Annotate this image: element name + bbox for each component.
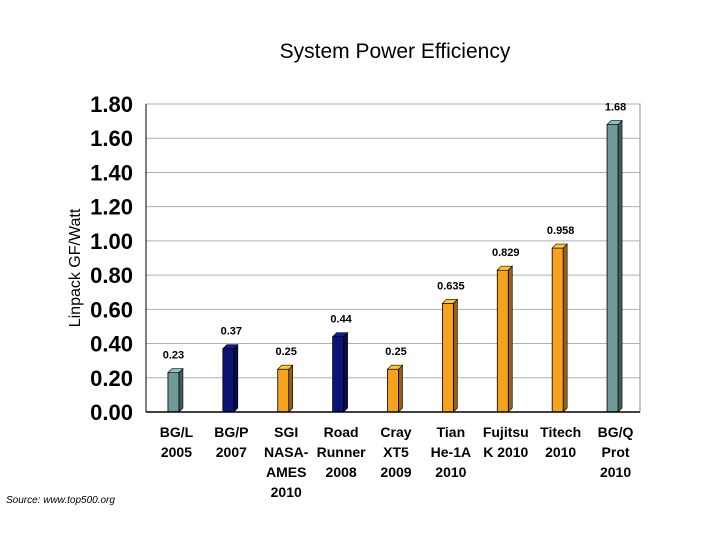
bar-top — [276, 364, 294, 370]
bar — [441, 298, 459, 413]
bar — [167, 367, 184, 413]
bar-side — [288, 364, 294, 413]
bar-front — [222, 348, 235, 413]
bar-top — [331, 332, 349, 338]
bar-side — [453, 298, 458, 413]
y-tick-label: 1.00 — [90, 229, 133, 254]
y-tick-label: 1.60 — [90, 126, 133, 151]
bar — [276, 364, 294, 413]
bar-side — [178, 367, 184, 413]
bar-side — [507, 265, 513, 413]
bar-top — [222, 344, 239, 349]
bar-front — [441, 302, 454, 413]
bar-front — [606, 124, 619, 413]
bar-side — [562, 243, 568, 413]
y-tick-label: 1.80 — [90, 92, 133, 117]
data-label: 0.829 — [492, 247, 520, 259]
bar-side — [233, 343, 239, 413]
x-tick-label: Titech 2010 — [540, 424, 581, 460]
x-tick-label: BG/L 2005 — [160, 424, 194, 460]
data-label: 0.23 — [163, 350, 184, 362]
x-tick-label: Road Runner 2008 — [317, 424, 367, 480]
bar — [386, 364, 404, 413]
bar-front — [332, 336, 345, 413]
bar-front — [277, 368, 290, 413]
y-tick-label: 0.40 — [90, 332, 133, 357]
data-label: 0.37 — [221, 326, 242, 338]
bar-front — [387, 368, 399, 413]
data-label: 0.635 — [437, 280, 465, 292]
bar-top — [496, 265, 514, 271]
source-note: Source: www.top500.org — [6, 495, 115, 506]
bar — [331, 331, 349, 413]
data-label: 0.958 — [547, 225, 575, 237]
bar-top — [606, 120, 623, 125]
bar-side — [617, 119, 623, 413]
y-tick-label: 1.40 — [90, 160, 133, 185]
bar — [496, 265, 514, 413]
y-tick-label: 1.20 — [90, 195, 133, 220]
bar-front — [496, 269, 509, 413]
y-axis-ticks: 0.00 0.20 0.40 0.60 0.80 1.00 1.20 1.40 1.60 1.80 — [90, 92, 133, 425]
y-tick-label: 0.00 — [90, 400, 133, 425]
data-label: 0.25 — [276, 346, 297, 358]
bar-top — [167, 368, 184, 373]
x-tick-label: BG/Q Prot 2010 — [598, 424, 634, 480]
bar-top — [386, 364, 404, 370]
bar — [222, 343, 239, 413]
data-label: 0.44 — [330, 314, 352, 326]
data-label: 0.25 — [385, 346, 406, 358]
data-label: 1.68 — [605, 102, 626, 114]
bar-top — [441, 299, 459, 304]
bar-top — [551, 243, 568, 249]
bar — [606, 119, 623, 413]
bar-front — [167, 372, 180, 413]
bars: 0.23 0.37 0.25 0.44 0.25 0.635 0.829 0.958 1.68 — [163, 102, 626, 413]
x-tick-label: Fujitsu K 2010 — [483, 424, 529, 460]
x-tick-label: Cray XT5 2009 — [380, 424, 411, 480]
bar-front — [551, 247, 564, 413]
y-tick-label: 0.80 — [90, 263, 133, 288]
x-tick-label: SGI NASA-AMES 2010 — [264, 424, 309, 500]
x-tick-label: BG/P 2007 — [214, 424, 248, 460]
y-tick-label: 0.60 — [90, 297, 133, 322]
bar-side — [343, 331, 348, 413]
x-tick-label: Tian He-1A 2010 — [431, 424, 471, 480]
y-axis-label: Linpack GF/Watt — [67, 208, 84, 327]
bar — [551, 243, 568, 413]
y-tick-label: 0.20 — [90, 366, 133, 391]
chart-title: System Power Efficiency — [280, 40, 511, 63]
bar-side — [398, 364, 403, 413]
